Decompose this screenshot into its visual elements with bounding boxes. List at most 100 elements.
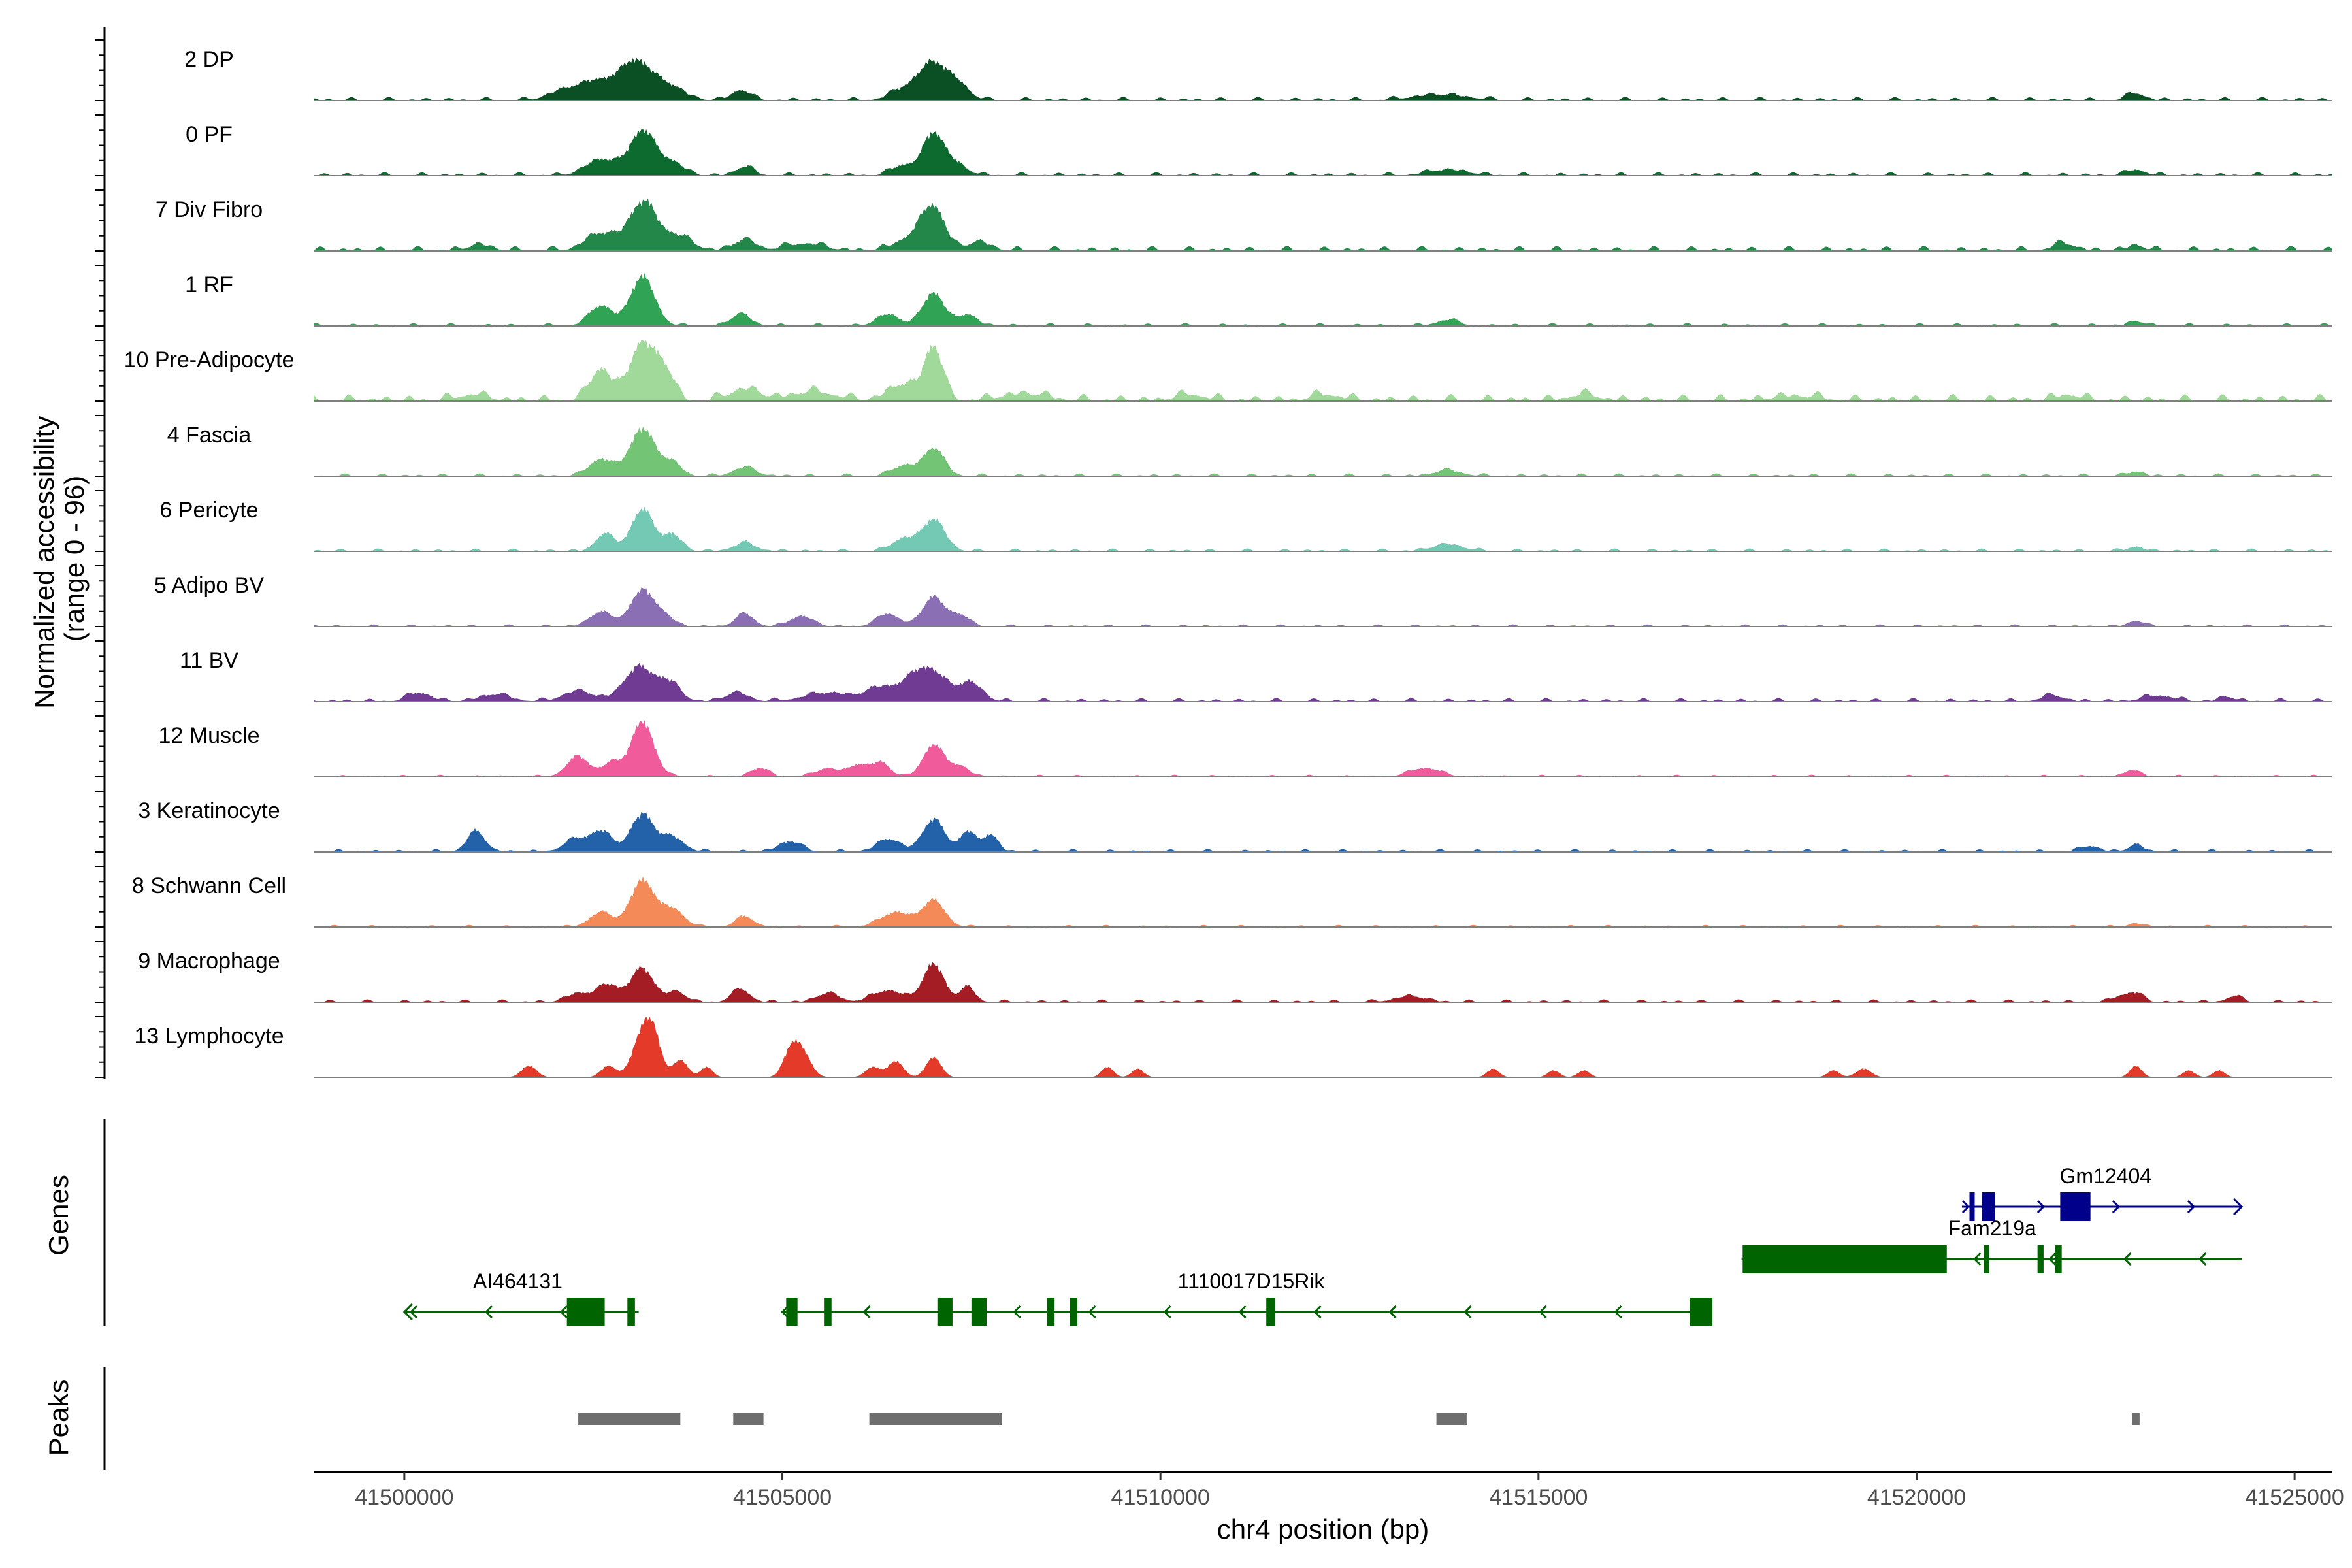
genes-panel-title: Genes [43, 1175, 74, 1256]
exon [2055, 1245, 2062, 1273]
strand-arrow [2233, 1198, 2244, 1216]
coverage-track: 7 Div Fibro [155, 197, 2332, 252]
coverage-track: 12 Muscle [159, 720, 2332, 777]
exon [1982, 1192, 1995, 1221]
strand-arrow [1614, 1305, 1622, 1319]
gene-label: AI464131 [473, 1269, 563, 1293]
peak-region [733, 1413, 764, 1425]
coverage-track: 8 Schwann Cell [132, 874, 2332, 928]
track-label: 3 Keratinocyte [138, 798, 280, 823]
strand-arrow [2036, 1200, 2046, 1214]
peaks-panel-title: Peaks [43, 1380, 74, 1456]
exon [1969, 1192, 1975, 1221]
coverage-track: 2 DP [184, 47, 2332, 101]
x-tick-label: 41525000 [2245, 1485, 2344, 1510]
track-label: 4 Fascia [167, 423, 252, 448]
gene-label: Gm12404 [2060, 1164, 2152, 1188]
x-tick-label: 41510000 [1111, 1485, 1210, 1510]
gene-model: 1110017D15Rik [781, 1269, 1713, 1326]
strand-arrow [1539, 1305, 1547, 1319]
exon [1047, 1298, 1055, 1326]
track-label: 10 Pre-Adipocyte [124, 348, 295, 372]
y-axis-title-line1: Normalized accessibility [29, 416, 59, 709]
track-label: 5 Adipo BV [154, 573, 265, 598]
exon [2037, 1245, 2044, 1273]
coverage-track: 11 BV [180, 648, 2332, 702]
coverage-track: 13 Lymphocyte [134, 1017, 2332, 1078]
coverage-track: 0 PF [186, 122, 2332, 176]
peak-region [2132, 1413, 2140, 1425]
peak-region [869, 1413, 1002, 1425]
coverage-area [314, 57, 2332, 101]
track-label: 13 Lymphocyte [134, 1024, 284, 1049]
coverage-area [314, 811, 2332, 852]
gene-model: Gm12404 [1961, 1164, 2244, 1221]
y-axis-title: Normalized accessibility (range 0 - 96) [29, 408, 90, 709]
track-label: 0 PF [186, 122, 233, 147]
track-label: 2 DP [184, 47, 234, 72]
strand-arrow [2123, 1252, 2132, 1266]
track-label: 11 BV [180, 648, 238, 673]
strand-arrow [1238, 1305, 1247, 1319]
exon [937, 1298, 953, 1326]
strand-arrow [559, 1305, 568, 1319]
strand-arrow [1163, 1305, 1171, 1319]
coverage-track: 5 Adipo BV [154, 573, 2332, 627]
coverage-track: 1 RF [185, 272, 2332, 327]
coverage-track: 3 Keratinocyte [138, 798, 2332, 853]
strand-arrow [2048, 1252, 2057, 1266]
exon [1070, 1298, 1077, 1326]
strand-arrow [1961, 1200, 1970, 1214]
peak-region [578, 1413, 681, 1425]
strand-arrow [409, 1305, 417, 1319]
strand-arrow [2187, 1200, 2196, 1214]
strand-arrow [2198, 1252, 2207, 1266]
exon [786, 1298, 798, 1326]
x-tick-label: 41505000 [733, 1485, 832, 1510]
coverage-tracks: 2 DP 0 PF 7 Div Fibro 1 RF 10 Pre-Adipocyte 4… [95, 27, 2332, 1079]
x-tick-label: 41500000 [355, 1485, 453, 1510]
strand-arrow [862, 1305, 871, 1319]
coverage-area [314, 962, 2332, 1002]
track-label: 12 Muscle [159, 723, 260, 748]
coverage-track: 10 Pre-Adipocyte [124, 340, 2332, 402]
exon [627, 1298, 635, 1326]
gene-model: Fam219a [1741, 1217, 2242, 1273]
gene-track: Gm12404 Fam219a AI464131 1110017D15Rik [103, 1119, 2244, 1326]
coverage-track: 9 Macrophage [138, 949, 2332, 1003]
strand-arrow [484, 1305, 493, 1319]
strand-arrow [1088, 1305, 1096, 1319]
track-label: 9 Macrophage [138, 949, 280, 973]
peak-region [1436, 1413, 1467, 1425]
strand-arrow [2112, 1200, 2121, 1214]
gene-model: AI464131 [402, 1269, 639, 1326]
exon [824, 1298, 832, 1326]
strand-arrow [1313, 1305, 1322, 1319]
track-label: 1 RF [185, 272, 233, 297]
strand-arrow [1388, 1305, 1397, 1319]
x-axis: 41500000 41505000 41510000 41515000 41520000… [314, 1471, 2344, 1510]
exon [1984, 1245, 1989, 1273]
exon [1266, 1298, 1276, 1326]
exon [971, 1298, 987, 1326]
strand-arrow [402, 1303, 413, 1321]
coverage-area [314, 587, 2332, 627]
track-label: 7 Div Fibro [155, 197, 263, 222]
y-axis-title-line2: (range 0 - 96) [59, 476, 90, 642]
gene-label: 1110017D15Rik [1178, 1269, 1326, 1293]
strand-arrow [1463, 1305, 1472, 1319]
coverage-track: 4 Fascia [167, 423, 2332, 477]
coverage-area [314, 720, 2332, 777]
exon [1690, 1298, 1713, 1326]
exon [1742, 1245, 1947, 1273]
x-axis-title: chr4 position (bp) [1217, 1514, 1429, 1544]
x-tick-label: 41520000 [1867, 1485, 1966, 1510]
strand-arrow [1973, 1252, 1982, 1266]
coverage-area [314, 1017, 2332, 1077]
track-label: 6 Pericyte [159, 498, 258, 523]
peak-track [103, 1367, 2140, 1470]
exon [2060, 1192, 2091, 1221]
coverage-area [314, 128, 2332, 176]
